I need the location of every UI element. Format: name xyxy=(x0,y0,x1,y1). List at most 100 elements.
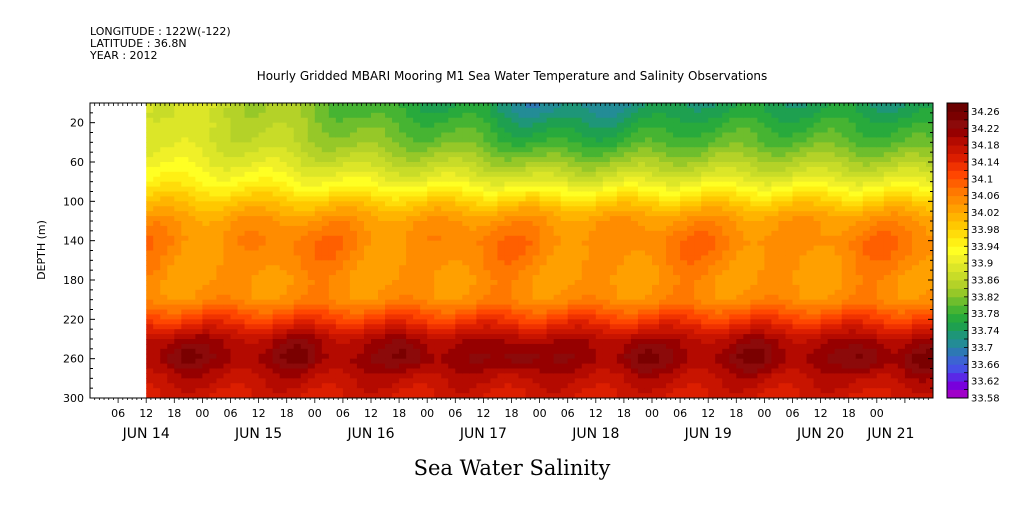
heatmap-cell xyxy=(286,250,295,257)
heatmap-cell xyxy=(567,103,576,109)
heatmap-cell xyxy=(328,142,337,148)
heatmap-cell xyxy=(342,250,351,257)
heatmap-cell xyxy=(652,171,660,178)
heatmap-cell xyxy=(574,196,583,202)
heatmap-cell xyxy=(595,211,604,217)
heatmap-cell xyxy=(462,378,470,384)
heatmap-cell xyxy=(265,314,274,320)
heatmap-cell xyxy=(659,196,667,202)
heatmap-cell xyxy=(722,235,730,242)
heatmap-cell xyxy=(202,191,211,198)
heatmap-cell xyxy=(371,363,379,370)
heatmap-cell xyxy=(595,221,604,227)
heatmap-cell xyxy=(511,245,520,252)
heatmap-cell xyxy=(216,103,225,109)
heatmap-cell xyxy=(483,383,492,389)
heatmap-cell xyxy=(160,388,168,394)
heatmap-cell xyxy=(385,225,393,232)
heatmap-cell xyxy=(560,393,569,398)
heatmap-cell xyxy=(637,171,646,178)
heatmap-cell xyxy=(181,112,189,119)
heatmap-cell xyxy=(265,216,274,222)
heatmap-cell xyxy=(490,304,499,311)
heatmap-cell xyxy=(518,206,527,212)
heatmap-cell xyxy=(321,245,330,252)
heatmap-cell xyxy=(553,162,562,168)
heatmap-cell xyxy=(244,255,253,261)
heatmap-cell xyxy=(588,289,597,296)
heatmap-cell xyxy=(616,284,625,291)
heatmap-cell xyxy=(434,299,442,306)
heatmap-cell xyxy=(342,378,351,384)
heatmap-cell xyxy=(490,157,499,163)
heatmap-cell xyxy=(511,122,520,129)
heatmap-cell xyxy=(321,314,330,320)
heatmap-cell xyxy=(371,176,379,183)
heatmap-cell xyxy=(216,378,225,384)
heatmap-cell xyxy=(399,368,407,375)
heatmap-cell xyxy=(623,152,632,158)
heatmap-cell xyxy=(483,284,492,291)
heatmap-cell xyxy=(230,329,239,335)
heatmap-cell xyxy=(574,280,583,286)
heatmap-cell xyxy=(335,304,344,311)
heatmap-cell xyxy=(687,373,695,379)
heatmap-cell xyxy=(694,339,702,345)
heatmap-cell xyxy=(483,196,492,202)
heatmap-cell xyxy=(406,299,414,306)
heatmap-cell xyxy=(708,358,716,365)
heatmap-cell xyxy=(476,353,485,360)
heatmap-cell xyxy=(722,147,730,153)
heatmap-cell xyxy=(378,176,386,183)
heatmap-cell xyxy=(279,245,288,252)
heatmap-cell xyxy=(406,334,414,340)
heatmap-cell xyxy=(539,166,548,173)
heatmap-cell xyxy=(356,324,365,330)
heatmap-cell xyxy=(167,221,175,227)
heatmap-cell xyxy=(300,304,309,311)
heatmap-cell xyxy=(371,319,379,325)
heatmap-cell xyxy=(349,299,358,306)
heatmap-cell xyxy=(441,142,449,148)
heatmap-cell xyxy=(708,319,716,325)
heatmap-cell xyxy=(406,353,414,360)
heatmap-cell xyxy=(455,358,463,365)
heatmap-cell xyxy=(399,353,407,360)
heatmap-cell xyxy=(673,127,681,134)
heatmap-cell xyxy=(413,117,421,124)
heatmap-cell xyxy=(293,304,302,311)
heatmap-cell xyxy=(230,373,239,379)
heatmap-cell xyxy=(314,265,323,271)
heatmap-cell xyxy=(230,378,239,384)
heatmap-cell xyxy=(209,162,218,168)
heatmap-cell xyxy=(623,162,632,168)
heatmap-cell xyxy=(300,127,309,134)
heatmap-cell xyxy=(230,245,239,252)
heatmap-cell xyxy=(511,393,520,398)
heatmap-cell xyxy=(623,383,632,389)
heatmap-cell xyxy=(258,157,267,163)
heatmap-cell xyxy=(666,181,674,188)
heatmap-cell xyxy=(722,230,730,237)
heatmap-cell xyxy=(272,186,281,193)
heatmap-cell xyxy=(195,304,203,311)
heatmap-cell xyxy=(581,270,590,276)
heatmap-cell xyxy=(146,162,154,168)
heatmap-cell xyxy=(659,171,667,178)
heatmap-cell xyxy=(476,235,485,242)
heatmap-cell xyxy=(539,201,548,207)
heatmap-cell xyxy=(420,142,428,148)
heatmap-cell xyxy=(680,225,688,232)
heatmap-cell xyxy=(181,191,189,198)
heatmap-cell xyxy=(371,132,379,139)
heatmap-cell xyxy=(258,186,267,193)
heatmap-cell xyxy=(385,383,393,389)
heatmap-cell xyxy=(230,201,239,207)
heatmap-cell xyxy=(427,280,435,286)
heatmap-cell xyxy=(729,127,737,134)
heatmap-cell xyxy=(518,122,527,129)
heatmap-cell xyxy=(532,329,541,335)
heatmap-cell xyxy=(321,137,330,143)
heatmap-cell xyxy=(490,230,499,237)
heatmap-cell xyxy=(504,191,513,198)
